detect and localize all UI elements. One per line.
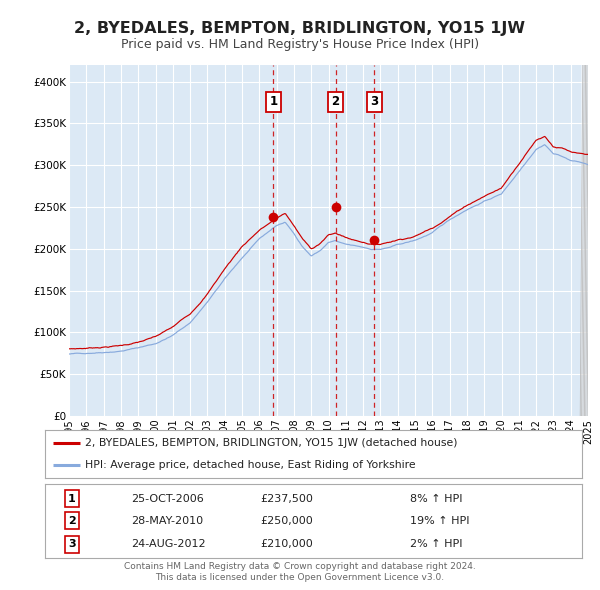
Text: 24-AUG-2012: 24-AUG-2012: [131, 539, 206, 549]
Text: £210,000: £210,000: [260, 539, 313, 549]
Text: 3: 3: [370, 95, 379, 108]
Text: HPI: Average price, detached house, East Riding of Yorkshire: HPI: Average price, detached house, East…: [85, 460, 416, 470]
Text: Contains HM Land Registry data © Crown copyright and database right 2024.
This d: Contains HM Land Registry data © Crown c…: [124, 562, 476, 582]
Text: £237,500: £237,500: [260, 494, 313, 503]
Text: 1: 1: [269, 95, 278, 108]
Text: 2: 2: [332, 95, 340, 108]
Text: 8% ↑ HPI: 8% ↑ HPI: [410, 494, 463, 503]
Text: 25-OCT-2006: 25-OCT-2006: [131, 494, 203, 503]
Text: 2, BYEDALES, BEMPTON, BRIDLINGTON, YO15 1JW (detached house): 2, BYEDALES, BEMPTON, BRIDLINGTON, YO15 …: [85, 438, 458, 448]
Text: 3: 3: [68, 539, 76, 549]
Text: 1: 1: [68, 494, 76, 503]
Text: 28-MAY-2010: 28-MAY-2010: [131, 516, 203, 526]
Text: 2: 2: [68, 516, 76, 526]
Text: Price paid vs. HM Land Registry's House Price Index (HPI): Price paid vs. HM Land Registry's House …: [121, 38, 479, 51]
Text: 19% ↑ HPI: 19% ↑ HPI: [410, 516, 470, 526]
Text: 2, BYEDALES, BEMPTON, BRIDLINGTON, YO15 1JW: 2, BYEDALES, BEMPTON, BRIDLINGTON, YO15 …: [74, 21, 526, 35]
Bar: [581, 65, 588, 416]
Text: £250,000: £250,000: [260, 516, 313, 526]
Text: 2% ↑ HPI: 2% ↑ HPI: [410, 539, 463, 549]
